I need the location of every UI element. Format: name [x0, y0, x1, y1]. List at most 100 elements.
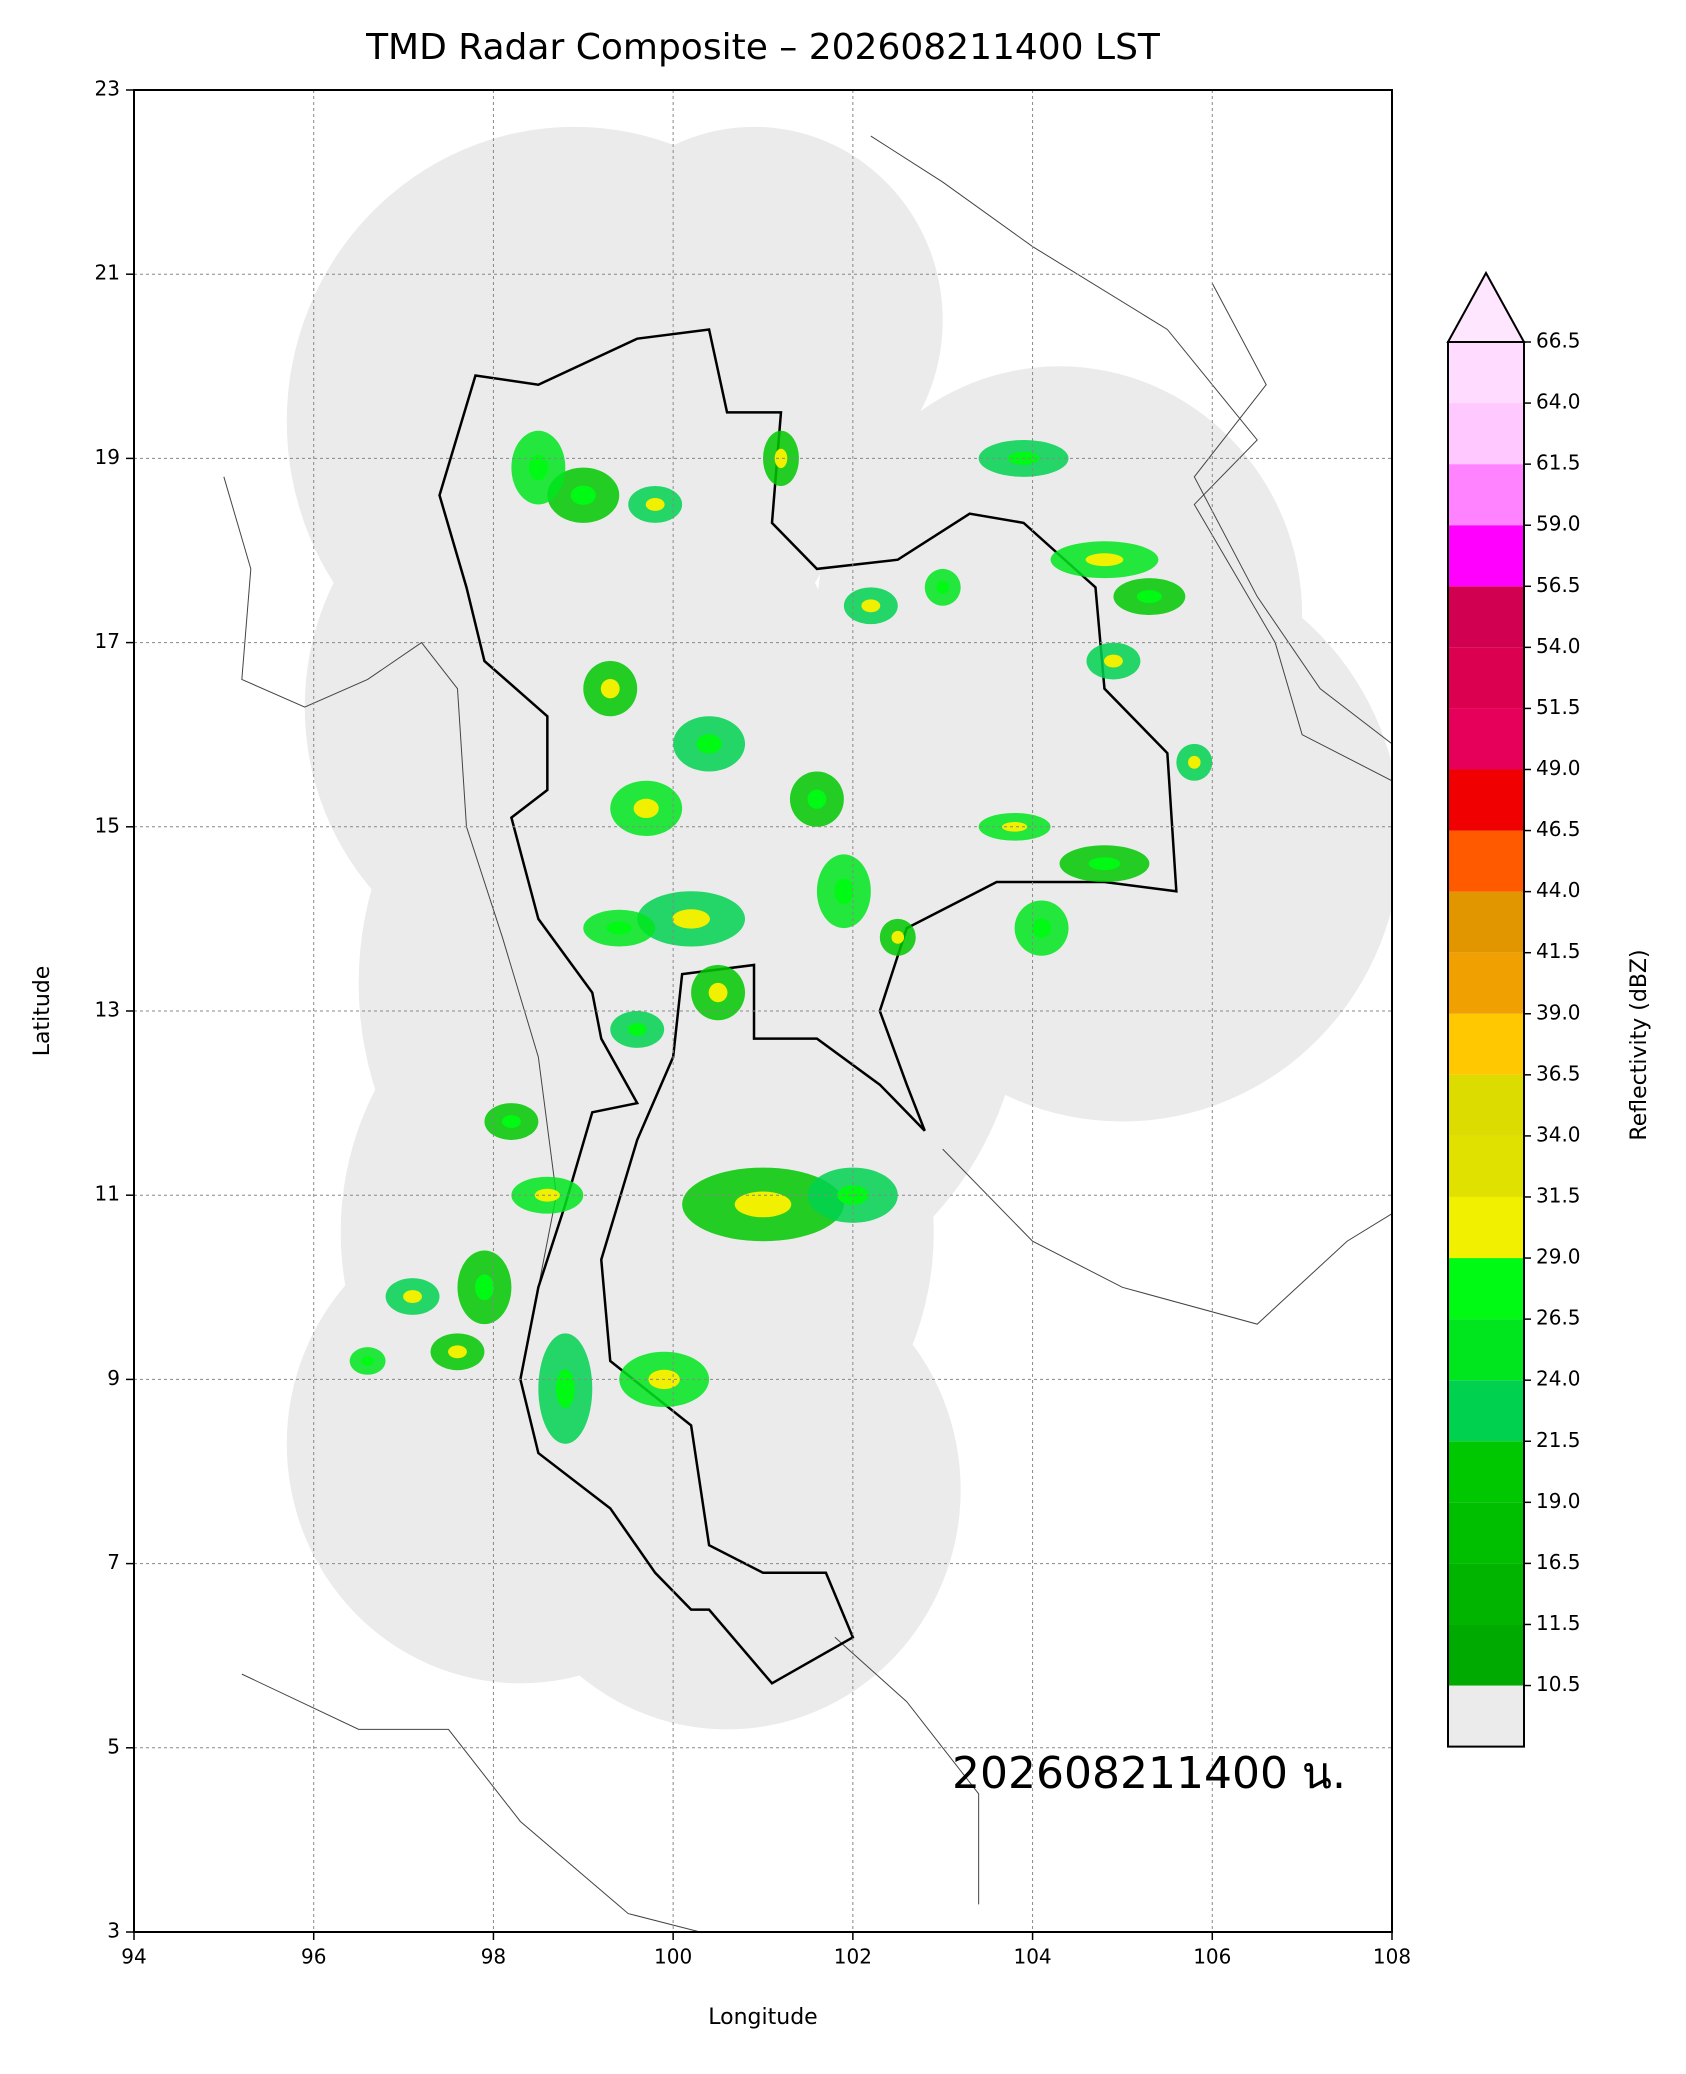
x-tick-label: 96 — [301, 1945, 326, 1969]
y-tick-label: 15 — [95, 813, 120, 837]
coastline — [223, 476, 557, 1288]
rain-core — [555, 1369, 575, 1408]
colorbar-tick-label: 44.0 — [1536, 878, 1581, 902]
rain-core — [1088, 857, 1121, 871]
rain-core — [1104, 654, 1123, 668]
y-tick-label: 7 — [107, 1550, 120, 1574]
rain-core — [361, 1356, 374, 1366]
rain-core — [1032, 918, 1051, 938]
colorbar-band — [1448, 708, 1524, 770]
x-tick-label: 106 — [1193, 1945, 1231, 1969]
rain-core — [528, 454, 548, 481]
colorbar-tick-label: 36.5 — [1536, 1061, 1581, 1085]
radar-coverage — [565, 126, 943, 514]
rain-core — [403, 1290, 422, 1303]
rain-core — [1002, 821, 1028, 832]
x-tick-label: 108 — [1373, 1945, 1411, 1969]
rain-core — [734, 1191, 792, 1218]
colorbar-tick-label: 31.5 — [1536, 1183, 1581, 1207]
colorbar-band — [1448, 403, 1524, 465]
colorbar-band — [1448, 525, 1524, 587]
colorbar-band — [1448, 1502, 1524, 1564]
colorbar-tick-label: 49.0 — [1536, 756, 1581, 780]
rain-core — [606, 921, 632, 935]
coastline — [1193, 283, 1392, 745]
rain-core — [448, 1345, 467, 1359]
coastline — [241, 1673, 701, 1932]
colorbar-band — [1448, 1074, 1524, 1136]
colorbar-tick-label: 66.5 — [1536, 329, 1581, 353]
colorbar-extend — [1446, 270, 1526, 343]
y-tick-label: 13 — [95, 998, 120, 1022]
y-tick-label: 3 — [107, 1919, 120, 1943]
thailand-border — [438, 328, 1178, 1685]
colorbar-tick-label: 10.5 — [1536, 1672, 1581, 1696]
colorbar-tick-label: 21.5 — [1536, 1428, 1581, 1452]
rain-core — [645, 498, 665, 511]
colorbar-tick-label: 41.5 — [1536, 939, 1581, 963]
colorbar-tick-label: 46.5 — [1536, 817, 1581, 841]
colorbar-band — [1448, 1258, 1524, 1320]
colorbar-tick-label: 51.5 — [1536, 695, 1581, 719]
colorbar-band — [1448, 830, 1524, 892]
y-tick-label: 9 — [107, 1366, 120, 1390]
colorbar-band — [1448, 1380, 1524, 1442]
colorbar-band — [1448, 1441, 1524, 1503]
rain-core — [501, 1115, 521, 1128]
rain-core — [834, 878, 854, 905]
colorbar-tick-label: 19.0 — [1536, 1489, 1581, 1513]
colorbar-tick-label: 39.0 — [1536, 1000, 1581, 1024]
rain-core — [708, 982, 728, 1003]
rain-core — [807, 789, 827, 809]
rain-core — [570, 485, 596, 505]
colorbar-tick-label: 24.0 — [1536, 1367, 1581, 1391]
colorbar-tick-label: 64.0 — [1536, 390, 1581, 414]
colorbar-band — [1448, 342, 1524, 404]
colorbar-tick-label: 59.0 — [1536, 512, 1581, 536]
x-axis-label: Longitude — [708, 2005, 817, 2030]
border — [870, 135, 1392, 782]
rain-core — [475, 1274, 494, 1301]
rain-core — [696, 734, 722, 754]
colorbar-tick-label: 29.0 — [1536, 1245, 1581, 1269]
colorbar-tick-label: 34.0 — [1536, 1122, 1581, 1146]
rain-core — [891, 930, 905, 944]
colorbar-tick-label: 56.5 — [1536, 573, 1581, 597]
colorbar-tick-label: 16.5 — [1536, 1550, 1581, 1574]
colorbar-band — [1448, 464, 1524, 526]
coastline — [942, 1148, 1392, 1325]
colorbar-band — [1448, 769, 1524, 831]
map-area — [223, 126, 1392, 1932]
time-annotation: 202608211400 น. — [952, 1748, 1346, 1799]
y-tick-label: 5 — [107, 1734, 120, 1758]
y-tick-label: 17 — [95, 629, 120, 653]
rain-core — [936, 580, 950, 594]
rain-core — [672, 909, 710, 929]
rain-core — [600, 678, 620, 699]
colorbar-band — [1448, 647, 1524, 709]
colorbar-band — [1448, 891, 1524, 953]
rain-core — [627, 1022, 647, 1036]
colorbar-tick-label: 11.5 — [1536, 1611, 1581, 1635]
y-axis-label: Latitude — [30, 966, 55, 1057]
colorbar-tick-label: 26.5 — [1536, 1306, 1581, 1330]
x-tick-label: 100 — [654, 1945, 692, 1969]
rain-core — [774, 448, 788, 469]
rain-core — [1188, 755, 1201, 769]
x-tick-label: 98 — [481, 1945, 506, 1969]
y-tick-label: 21 — [95, 261, 120, 285]
y-tick-label: 19 — [95, 445, 120, 469]
colorbar-band — [1448, 1013, 1524, 1075]
colorbar-band — [1448, 586, 1524, 648]
rain-core — [861, 599, 881, 613]
chart-title: TMD Radar Composite – 202608211400 LST — [365, 27, 1161, 68]
colorbar-band — [1448, 1624, 1524, 1686]
colorbar-band — [1448, 1563, 1524, 1625]
colorbar-frame — [1447, 341, 1525, 1748]
colorbar-tick-label: 61.5 — [1536, 451, 1581, 475]
colorbar-label: Reflectivity (dBZ) — [1627, 949, 1652, 1140]
rain-core — [1136, 590, 1162, 603]
x-tick-label: 102 — [834, 1945, 872, 1969]
